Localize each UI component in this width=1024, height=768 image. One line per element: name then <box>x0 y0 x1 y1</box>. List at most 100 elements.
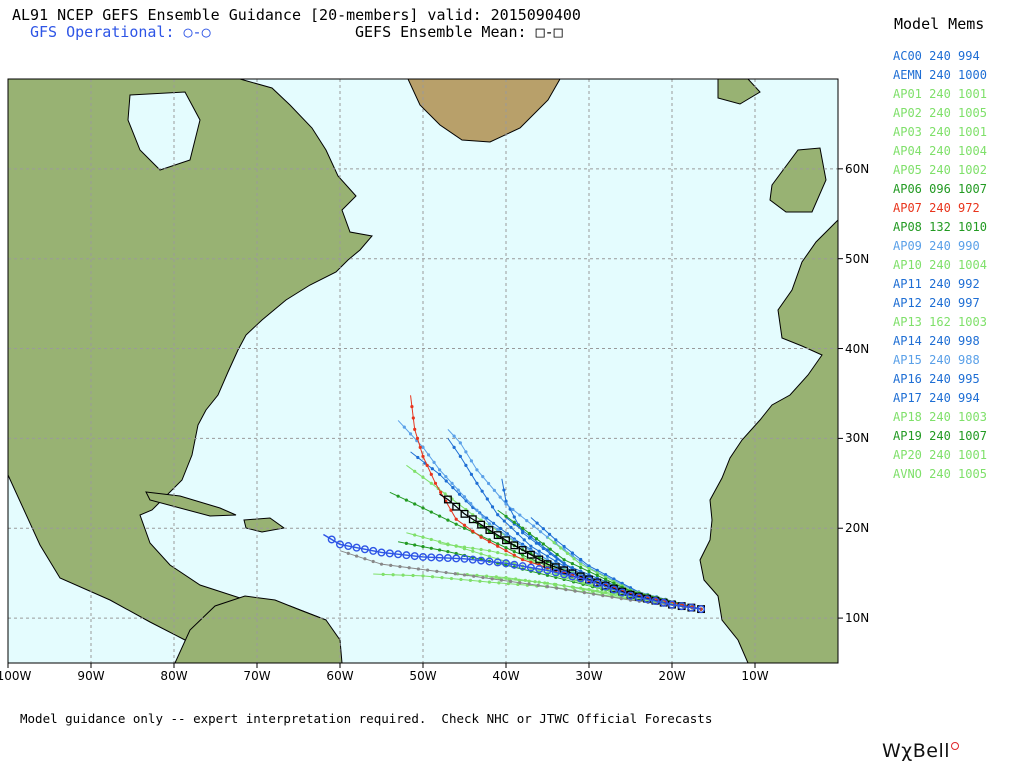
gfs-operational-track-point <box>336 540 345 549</box>
member-track-point <box>504 576 508 580</box>
lon-label: 50W <box>409 669 437 683</box>
lat-label: 40N <box>845 341 870 356</box>
member-track-point <box>538 530 543 534</box>
member-track-point <box>475 508 479 512</box>
member-track-point <box>573 589 577 593</box>
member-track-point <box>438 514 442 518</box>
member-track-point <box>579 557 583 562</box>
lon-label: 70W <box>243 669 271 683</box>
member-track-point <box>570 585 575 589</box>
gfs-operational-track-point <box>377 548 386 557</box>
member-track-point <box>601 594 605 598</box>
member-track-point <box>509 579 513 584</box>
gfs-operational-track-point <box>601 582 610 591</box>
ap07-track-point <box>411 416 415 420</box>
member-track-point <box>446 549 450 554</box>
ap07-track-point <box>504 549 508 553</box>
member-track-point <box>468 578 473 582</box>
member-track-point <box>620 581 624 585</box>
gfs-operational-track-point <box>502 559 511 568</box>
lat-label: 60N <box>845 161 870 176</box>
member-track-point <box>518 581 522 585</box>
member-track-point <box>498 526 503 531</box>
member-track-point <box>451 486 455 490</box>
gfs-operational-track-point <box>526 563 535 572</box>
gfs-operational-track-point <box>352 543 361 552</box>
gfs-operational-track-point <box>585 576 594 585</box>
gfs-operational-track-point <box>394 550 403 559</box>
ensemble-mean-track-point <box>485 526 494 534</box>
gfs-operational-track-point <box>659 598 668 607</box>
gfs-operational-track-point <box>677 602 686 611</box>
member-track-point <box>570 562 575 566</box>
member-track-point <box>464 463 468 467</box>
member-track-point <box>548 547 552 551</box>
gfs-operational-track-point <box>410 552 419 561</box>
member-track-point <box>592 592 596 596</box>
member-track-point <box>499 578 503 582</box>
member-track-point <box>565 551 570 555</box>
ensemble-mean-track-point <box>510 541 519 550</box>
member-track-point <box>511 507 515 512</box>
lon-label: 30W <box>575 669 603 683</box>
member-track-point <box>485 497 489 501</box>
gfs-operational-track-point <box>518 562 527 571</box>
member-track-point <box>454 522 458 526</box>
legend-item: AP12 240 997 <box>893 296 980 310</box>
member-track-point <box>541 542 545 546</box>
member-track-point <box>579 562 583 566</box>
member-track-point <box>521 528 525 533</box>
member-track-point <box>535 521 539 525</box>
member-track-point <box>446 518 450 522</box>
member-track-point <box>562 558 566 562</box>
legend-item: AP04 240 1004 <box>893 144 987 158</box>
member-track-point <box>522 538 526 542</box>
member-track-point <box>457 492 462 496</box>
member-track-point <box>595 568 599 572</box>
member-track-point <box>491 521 496 525</box>
legend-item: AP14 240 998 <box>893 334 980 348</box>
legend-item: AP16 240 995 <box>893 372 980 386</box>
legend-item: AP18 240 1003 <box>893 410 987 424</box>
member-track-point <box>430 467 434 471</box>
member-track-point <box>628 586 633 590</box>
legend-item: AVNO 240 1005 <box>893 467 987 481</box>
member-track-point <box>475 468 479 472</box>
legend-title: Model Mems <box>894 15 985 33</box>
member-track-point <box>555 586 559 590</box>
logo-text: WχBell <box>882 740 951 762</box>
ensemble-mean-track-point <box>551 563 560 572</box>
member-track-point <box>518 513 522 517</box>
gfs-operational-track-point <box>460 554 469 563</box>
member-track-point <box>459 577 463 582</box>
gfs-operational-track-point <box>568 572 577 581</box>
member-track-point <box>462 547 467 551</box>
member-track-point <box>469 472 474 476</box>
member-track-point <box>564 588 568 592</box>
europe-africa <box>699 79 838 663</box>
ensemble-mean-label: GEFS Ensemble Mean: □-□ <box>355 23 563 41</box>
member-track-point <box>453 572 457 576</box>
gfs-operational-track-point <box>634 593 643 602</box>
greenland <box>407 79 561 143</box>
legend-item: AP10 240 1004 <box>893 258 987 272</box>
member-track-point <box>604 590 608 594</box>
member-track-point <box>579 565 583 570</box>
member-track-point <box>487 522 491 526</box>
gfs-operational-track-point <box>452 554 461 563</box>
gfs-operational-track-point <box>419 552 428 561</box>
member-track-point <box>512 515 516 519</box>
gfs-operational-track-point <box>493 558 502 567</box>
member-track-point <box>537 541 541 546</box>
member-track-point <box>521 526 525 530</box>
lon-label: 80W <box>160 669 188 683</box>
member-track-point <box>481 575 485 580</box>
ensemble-mean-track-point <box>443 495 452 504</box>
gfs-operational-track-point <box>443 554 452 563</box>
member-track-point <box>547 532 552 536</box>
member-track-point <box>537 549 541 553</box>
ap07-track-point <box>471 529 475 533</box>
member-track-point <box>469 501 473 506</box>
member-track-point <box>404 541 408 545</box>
member-track-point <box>401 573 405 577</box>
